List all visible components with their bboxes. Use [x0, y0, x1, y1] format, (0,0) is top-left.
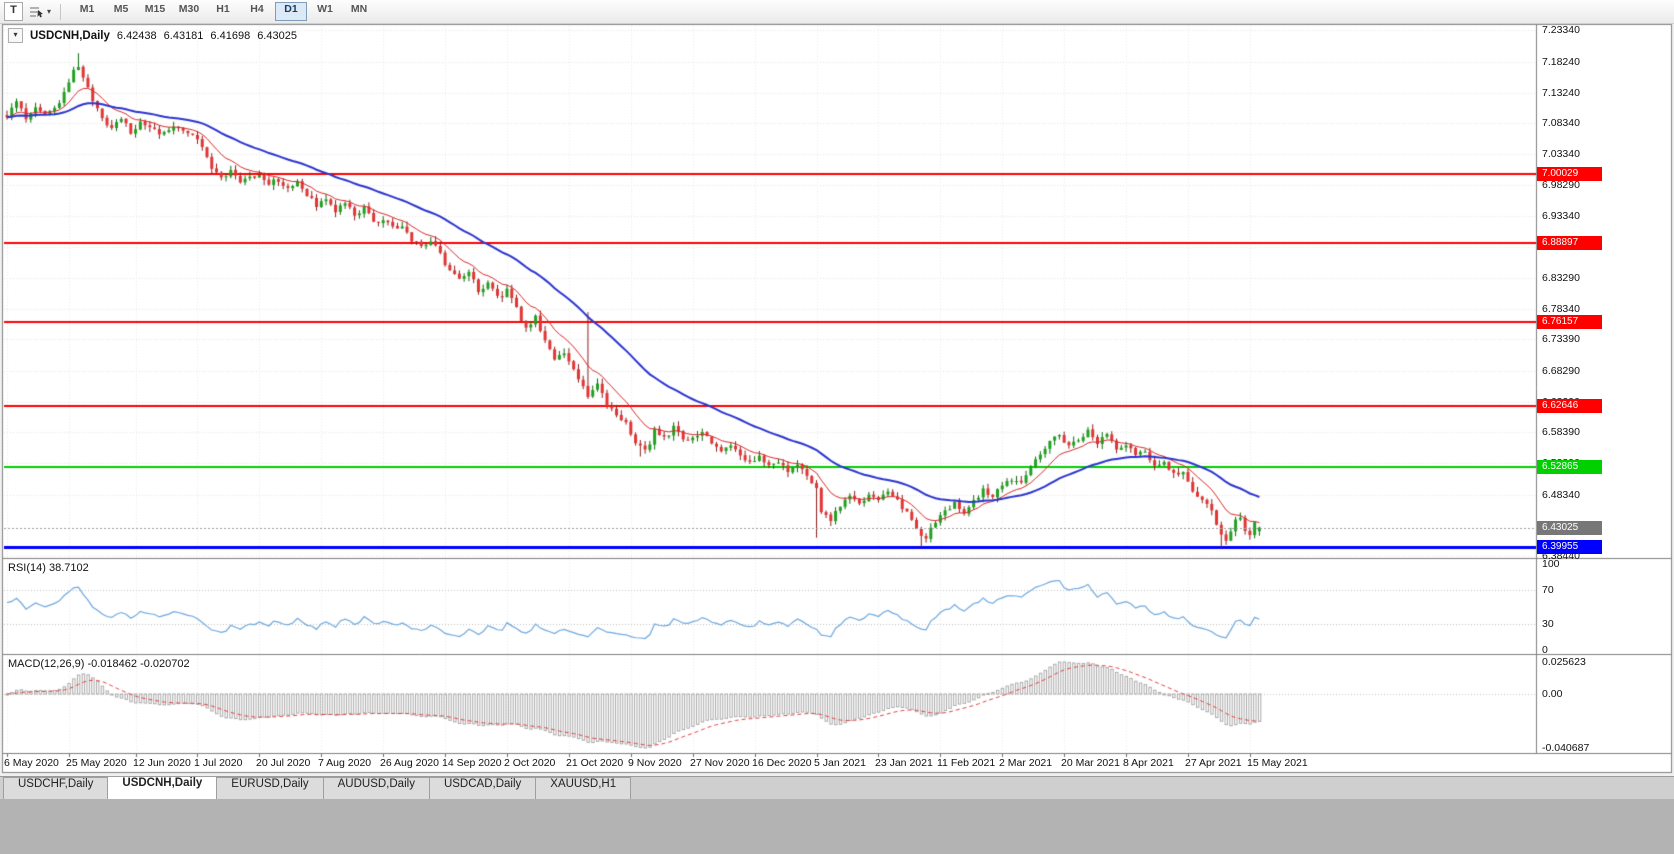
- timeframe-toolbar: T ▾ M1 M5 M15 M30 H1 H4 D1 W1 MN: [0, 0, 1674, 24]
- window-background: [0, 799, 1674, 854]
- toolbar-t-button[interactable]: T: [4, 2, 23, 21]
- ohlc-open-value: 6.42438: [116, 29, 157, 42]
- timeframe-button-mn[interactable]: MN: [350, 3, 368, 15]
- price-level-tag[interactable]: 7.00029: [1537, 167, 1602, 181]
- chart-tab-usdcnh-daily[interactable]: USDCNH,Daily: [107, 776, 218, 799]
- price-axis-label: 7.13240: [1542, 87, 1580, 99]
- time-axis-label: 23 Jan 2021: [875, 757, 933, 769]
- time-axis-label: 5 Jan 2021: [814, 757, 866, 769]
- chart-symbol-title: USDCNH,Daily: [30, 29, 110, 42]
- price-axis-label: 6.58390: [1542, 426, 1580, 438]
- timeframe-button-m15[interactable]: M15: [144, 3, 166, 15]
- timeframe-button-d1[interactable]: D1: [275, 2, 308, 21]
- price-axis-label: 6.73390: [1542, 333, 1580, 345]
- rsi-scale-label: 30: [1542, 618, 1554, 630]
- price-axis-label: 7.03340: [1542, 148, 1580, 160]
- timeframe-button-m30[interactable]: M30: [178, 3, 200, 15]
- time-axis-label: 14 Sep 2020: [442, 757, 502, 769]
- dropdown-arrow-icon: ▾: [47, 7, 52, 16]
- time-axis-label: 9 Nov 2020: [628, 757, 682, 769]
- time-axis-label: 12 Jun 2020: [133, 757, 191, 769]
- price-axis-label: 6.98290: [1542, 179, 1580, 191]
- timeframe-button-m5[interactable]: M5: [113, 3, 129, 15]
- cursor-tool-button[interactable]: ▾: [25, 3, 55, 21]
- price-level-tag[interactable]: 6.52865: [1537, 460, 1602, 474]
- time-axis-label: 20 Mar 2021: [1061, 757, 1120, 769]
- chart-tab-eurusd-daily[interactable]: EURUSD,Daily: [216, 777, 324, 799]
- timeframe-button-h4[interactable]: H4: [250, 3, 264, 15]
- ohlc-low-value: 6.41698: [210, 29, 251, 42]
- toolbar-separator: [60, 3, 62, 20]
- time-axis-label: 8 Apr 2021: [1123, 757, 1174, 769]
- price-level-tag[interactable]: 6.76157: [1537, 315, 1602, 329]
- time-axis-label: 11 Feb 2021: [937, 757, 996, 769]
- time-axis-label: 16 Dec 2020: [752, 757, 812, 769]
- chart-tab-audusd-daily[interactable]: AUDUSD,Daily: [322, 777, 430, 799]
- macd-indicator-label: MACD(12,26,9) -0.018462 -0.020702: [8, 658, 190, 670]
- time-axis-label: 15 May 2021: [1247, 757, 1308, 769]
- timeframe-button-h1[interactable]: H1: [216, 3, 230, 15]
- price-level-tag[interactable]: 6.88897: [1537, 236, 1602, 250]
- rsi-scale-label: 0: [1542, 644, 1548, 656]
- time-axis-label: 27 Nov 2020: [690, 757, 750, 769]
- price-axis-label: 7.23340: [1542, 24, 1580, 36]
- price-axis-label: 6.83290: [1542, 272, 1580, 284]
- rsi-scale-label: 70: [1542, 584, 1554, 596]
- time-axis-label: 27 Apr 2021: [1185, 757, 1242, 769]
- chart-header: ▾ USDCNH,Daily 6.42438 6.43181 6.41698 6…: [8, 28, 297, 43]
- rsi-indicator-label: RSI(14) 38.7102: [8, 562, 89, 574]
- chart-lines-cursor-icon: [30, 6, 43, 17]
- time-axis-label: 20 Jul 2020: [256, 757, 311, 769]
- time-axis-label: 26 Aug 2020: [380, 757, 439, 769]
- price-axis-label: 6.93340: [1542, 210, 1580, 222]
- price-axis[interactable]: 7.23340 7.18240 7.13240 7.08340 7.03340 6.982…: [1538, 24, 1672, 754]
- time-axis-label: 21 Oct 2020: [566, 757, 624, 769]
- time-axis-label: 7 Aug 2020: [318, 757, 372, 769]
- timeframe-button-w1[interactable]: W1: [317, 3, 333, 15]
- price-axis-label: 7.18240: [1542, 56, 1580, 68]
- macd-scale-label: 0.00: [1542, 688, 1563, 700]
- timeframe-button-m1[interactable]: M1: [79, 3, 95, 15]
- price-axis-label: 7.08340: [1542, 117, 1580, 129]
- ohlc-high-value: 6.43181: [163, 29, 204, 42]
- chart-tab-usdchf-daily[interactable]: USDCHF,Daily: [3, 777, 109, 799]
- time-axis-label: 2 Mar 2021: [999, 757, 1053, 769]
- macd-scale-label: -0.040687: [1542, 742, 1590, 754]
- macd-scale-label: 0.025623: [1542, 656, 1586, 668]
- current-price-tag[interactable]: 6.43025: [1537, 521, 1602, 535]
- chart-tab-xauusd-h1[interactable]: XAUUSD,H1: [535, 777, 632, 799]
- price-level-tag[interactable]: 6.39955: [1537, 540, 1602, 554]
- time-axis-label: 6 May 2020: [4, 757, 59, 769]
- price-axis-label: 6.68290: [1542, 365, 1580, 377]
- time-axis[interactable]: 6 May 2020 25 May 2020 12 Jun 2020 1 Jul 20…: [0, 754, 1537, 772]
- chart-tab-usdcad-daily[interactable]: USDCAD,Daily: [428, 777, 537, 799]
- price-level-tag[interactable]: 6.62646: [1537, 399, 1602, 413]
- time-axis-label: 25 May 2020: [66, 757, 127, 769]
- price-axis-label: 6.78340: [1542, 303, 1580, 315]
- time-axis-label: 2 Oct 2020: [504, 757, 556, 769]
- rsi-scale-label: 100: [1542, 558, 1560, 570]
- time-axis-label: 1 Jul 2020: [194, 757, 243, 769]
- timeframe-group: M1 M5 M15 M30 H1 H4 D1 W1 MN: [70, 2, 376, 21]
- chart-tab-bar: USDCHF,Daily USDCNH,Daily EURUSD,Daily AUDU…: [0, 776, 1674, 799]
- price-axis-label: 6.48340: [1542, 489, 1580, 501]
- chart-collapse-icon[interactable]: ▾: [8, 28, 23, 43]
- ohlc-close-value: 6.43025: [257, 29, 297, 42]
